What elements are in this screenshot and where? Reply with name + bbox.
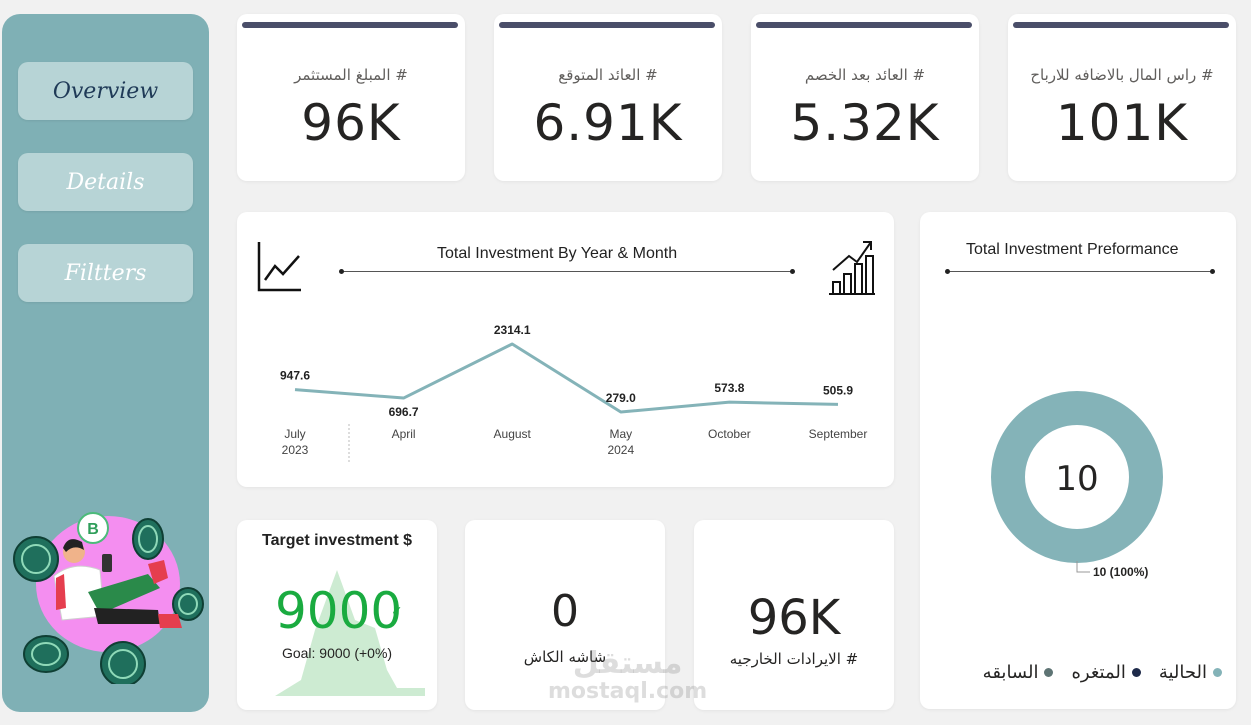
- x-year-label: 2024: [607, 443, 634, 457]
- line-chart-title: Total Investment By Year & Month: [437, 245, 678, 262]
- line-chart-icon: [257, 242, 301, 292]
- legend-item-variable[interactable]: المتغره: [1071, 662, 1141, 683]
- kpi-accent-bar: [242, 22, 458, 28]
- kpi-invested-amount-card: # المبلغ المستثمر 96K: [237, 14, 465, 181]
- kpi-label: # العائد المتوقع: [558, 66, 658, 84]
- kpi-value: 5.32K: [790, 94, 940, 152]
- donut-center-value: 10: [1055, 459, 1098, 499]
- svg-text:B: B: [87, 521, 99, 538]
- target-investment-card: Target investment $ 9000 ✓ Goal: 9000 (+…: [237, 520, 437, 710]
- donut-slice: [991, 391, 1163, 563]
- legend-label: السابقه: [982, 662, 1039, 683]
- title-underline: [945, 269, 1215, 274]
- x-tick-label: May: [609, 427, 632, 441]
- kpi-accent-bar: [499, 22, 715, 28]
- x-year-label: 2023: [282, 443, 309, 457]
- title-underline: [339, 269, 795, 274]
- x-tick-label: April: [392, 427, 416, 441]
- kpi-value: 101K: [1055, 94, 1189, 152]
- x-tick-label: July: [284, 427, 305, 441]
- investment-line-chart: 947.6 July 2023 696.7 April 2314.1 August 279.0…: [280, 323, 868, 462]
- kpi-accent-bar: [756, 22, 972, 28]
- donut-chart-title: Total Investment Preformance: [966, 241, 1179, 258]
- data-label: 573.8: [714, 381, 744, 395]
- data-label: 947.6: [280, 369, 310, 383]
- kpi-label: # المبلغ المستثمر: [294, 66, 408, 84]
- kpi-value: 6.91K: [533, 94, 683, 152]
- check-icon: ✓: [391, 604, 403, 620]
- data-label: 696.7: [389, 405, 419, 419]
- investment-donut-chart: 10 10 (100%): [991, 391, 1163, 579]
- sidebar: Overview Details Filtters B: [2, 14, 209, 712]
- investor-illustration: B: [13, 512, 204, 684]
- nav-filters-button[interactable]: Filtters: [18, 244, 193, 302]
- kpi-return-after-discount-card: # العائد بعد الخصم 5.32K: [751, 14, 979, 181]
- nav-overview-button[interactable]: Overview: [18, 62, 193, 120]
- kpi-value: 96K: [301, 94, 401, 152]
- nav-details-button[interactable]: Details: [18, 153, 193, 211]
- kpi-capital-plus-profit-card: # راس المال بالاضافه للارباح 101K: [1008, 14, 1236, 181]
- legend-dot: [1044, 668, 1054, 677]
- revenue-value: 96K: [747, 590, 841, 646]
- target-sparkline-area: [275, 570, 425, 696]
- target-title: Target investment $: [262, 532, 412, 549]
- revenue-label: # الايرادات الخارجيه: [729, 650, 859, 668]
- data-label: 279.0: [606, 391, 636, 405]
- investment-series-line: [294, 342, 839, 414]
- cash-screen-card: 0 شاشه الكاش: [465, 520, 665, 710]
- x-tick-label: September: [809, 427, 868, 441]
- kpi-accent-bar: [1013, 22, 1229, 28]
- target-goal: Goal: 9000 (+0%): [281, 645, 393, 661]
- target-value: 9000: [275, 582, 403, 640]
- x-tick-label: October: [708, 427, 751, 441]
- cash-label: شاشه الكاش: [523, 648, 607, 666]
- legend-label: المتغره: [1071, 662, 1126, 683]
- donut-legend: الحالية المتغره السابقه: [938, 662, 1222, 683]
- kpi-label: # العائد بعد الخصم: [804, 66, 926, 84]
- data-label: 2314.1: [494, 323, 531, 337]
- cash-value: 0: [551, 586, 579, 637]
- data-label: 505.9: [823, 383, 853, 397]
- kpi-label: # راس المال بالاضافه للارباح: [1030, 66, 1214, 84]
- legend-item-previous[interactable]: السابقه: [983, 662, 1054, 683]
- donut-label-leader: [1076, 561, 1090, 573]
- growth-chart-icon: [829, 241, 875, 295]
- legend-label: الحالية: [1158, 662, 1207, 683]
- kpi-expected-return-card: # العائد المتوقع 6.91K: [494, 14, 722, 181]
- donut-data-label: 10 (100%): [1093, 565, 1148, 579]
- x-tick-label: August: [494, 427, 532, 441]
- investment-by-month-card: Total Investment By Year & Month 947.6 Ju…: [237, 212, 894, 487]
- legend-item-current[interactable]: الحالية: [1159, 662, 1222, 683]
- investment-performance-card: Total Investment Preformance 10 10 (100%…: [920, 212, 1236, 709]
- legend-dot: [1131, 668, 1141, 677]
- external-revenue-card: 96K # الايرادات الخارجيه: [694, 520, 894, 710]
- legend-dot: [1213, 668, 1222, 677]
